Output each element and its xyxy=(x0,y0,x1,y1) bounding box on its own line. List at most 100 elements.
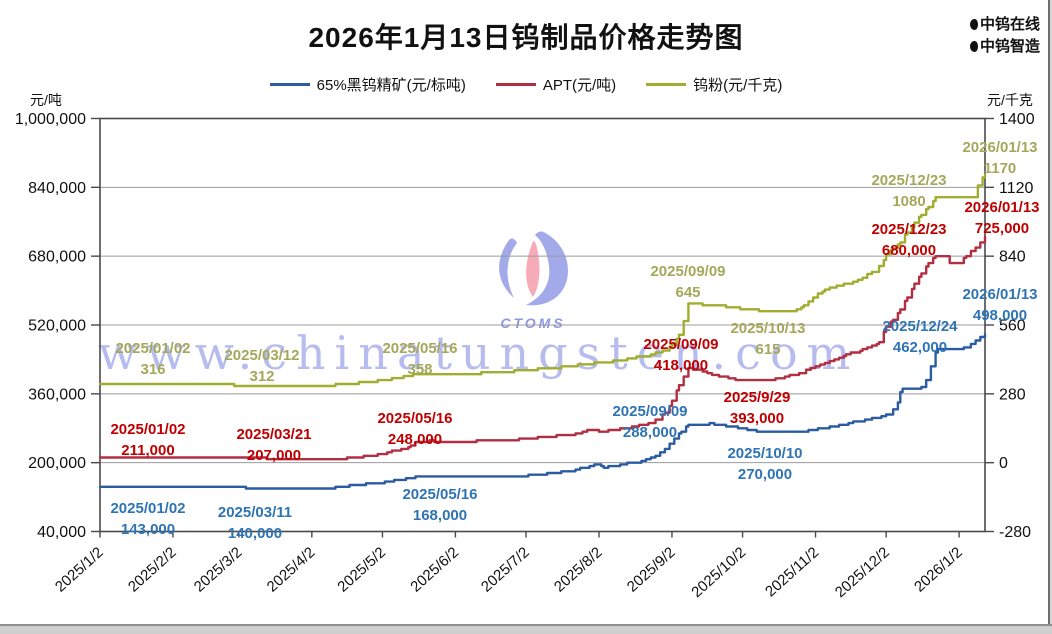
annotation-value: 645 xyxy=(675,284,701,301)
legend-swatch-icon xyxy=(495,83,536,86)
annotation-date: 2025/10/13 xyxy=(730,320,806,337)
left-axis-tick-label: 520,000 xyxy=(28,318,86,335)
annotation-value: 143,000 xyxy=(120,521,176,538)
annotation-2026/01/13: 2026/01/13 498,000 xyxy=(930,284,1052,326)
right-axis-tick-label: 1120 xyxy=(999,180,1034,197)
annotation-date: 2025/09/09 xyxy=(643,336,719,353)
annotation-date: 2025/03/12 xyxy=(224,347,300,364)
annotation-2025/9/29: 2025/9/29 393,000 xyxy=(687,387,827,429)
legend-item-2: 钨粉(元/千克) xyxy=(646,74,782,95)
brand-line-1: 中钨在线 xyxy=(969,14,1040,36)
left-axis-unit-label: 元/吨 xyxy=(30,92,62,108)
x-axis-tick-label: 2025/11/2 xyxy=(762,544,822,601)
annotation-value: 316 xyxy=(140,361,166,378)
left-axis-tick-label: 1,000,000 xyxy=(15,111,86,128)
brand-logo-icon xyxy=(969,41,978,52)
x-axis-tick-label: 2025/1/2 xyxy=(52,544,107,596)
window-bottom-border xyxy=(0,624,1052,626)
right-axis-unit-label: 元/千克 xyxy=(987,92,1033,108)
annotation-date: 2025/01/02 xyxy=(110,500,186,517)
annotation-date: 2026/01/13 xyxy=(962,286,1038,303)
annotation-date: 2025/05/16 xyxy=(402,486,478,503)
annotation-2025/03/11: 2025/03/11 140,000 xyxy=(185,502,325,544)
annotation-date: 2025/01/02 xyxy=(115,340,191,357)
annotation-date: 2025/01/02 xyxy=(110,421,186,438)
annotation-2025/01/02: 2025/01/02 211,000 xyxy=(78,419,218,461)
x-axis-tick-label: 2025/7/2 xyxy=(478,544,533,596)
annotation-value: 498,000 xyxy=(972,307,1028,324)
annotation-2025/01/02: 2025/01/02 143,000 xyxy=(78,498,218,540)
brand-logo-icon xyxy=(969,19,978,30)
annotation-date: 2025/9/29 xyxy=(723,389,791,406)
annotation-date: 2025/09/09 xyxy=(650,263,726,280)
annotation-2026/01/13: 2026/01/13 725,000 xyxy=(932,197,1052,239)
annotation-2025/12/24: 2025/12/24 462,000 xyxy=(850,316,990,358)
x-axis-tick-label: 2025/5/2 xyxy=(334,544,389,596)
legend-label: APT(元/吨) xyxy=(542,77,617,94)
annotation-date: 2025/10/10 xyxy=(727,445,803,462)
annotation-value: 211,000 xyxy=(121,442,175,459)
annotation-value: 288,000 xyxy=(622,424,678,441)
x-axis-tick-label: 2025/2/2 xyxy=(125,544,180,596)
legend-label: 65%黑钨精矿(元/标吨) xyxy=(316,77,466,94)
right-axis-tick-label: 1400 xyxy=(999,111,1035,128)
annotation-value: 358 xyxy=(407,361,433,378)
annotation-value: 168,000 xyxy=(412,507,468,524)
right-axis-tick-label: 0 xyxy=(999,455,1008,472)
legend-swatch-icon xyxy=(646,83,687,86)
legend-label: 钨粉(元/千克) xyxy=(693,77,783,94)
series-line-APT(元/吨) xyxy=(98,235,987,461)
right-axis-tick-label: 280 xyxy=(999,386,1026,403)
annotation-value: 680,000 xyxy=(881,242,937,259)
corner-brand: 中钨在线 中钨智造 xyxy=(969,14,1040,58)
annotation-value: 207,000 xyxy=(246,447,302,464)
series-line-钨粉(元/千克) xyxy=(98,173,987,388)
annotation-2025/12/23: 2025/12/23 1080 xyxy=(839,170,979,212)
left-axis-tick-label: 200,000 xyxy=(28,455,86,472)
annotation-value: 1170 xyxy=(983,160,1017,177)
left-axis-tick-label: 360,000 xyxy=(28,386,86,403)
chart-title: 2026年1月13日钨制品价格走势图 xyxy=(308,22,744,53)
annotation-value: 140,000 xyxy=(227,525,283,542)
annotation-date: 2026/01/13 xyxy=(962,139,1038,156)
annotation-2025/01/02: 2025/01/02 316 xyxy=(83,338,223,380)
annotation-2025/05/16: 2025/05/16 248,000 xyxy=(345,408,485,450)
annotation-date: 2025/12/24 xyxy=(882,318,958,335)
annotation-2025/09/09: 2025/09/09 418,000 xyxy=(611,334,751,376)
annotation-2025/05/16: 2025/05/16 358 xyxy=(350,338,490,380)
left-axis-tick-label: 680,000 xyxy=(28,249,86,266)
annotation-value: 725,000 xyxy=(974,220,1030,237)
legend-item-1: APT(元/吨) xyxy=(495,74,617,95)
x-axis-tick-label: 2025/9/2 xyxy=(624,544,679,596)
annotation-date: 2025/05/16 xyxy=(377,410,453,427)
annotation-2025/12/23: 2025/12/23 680,000 xyxy=(839,219,979,261)
series-line-65%黑钨精矿(元/标吨) xyxy=(98,333,987,490)
annotation-2025/09/09: 2025/09/09 645 xyxy=(618,261,758,303)
x-axis-tick-label: 2025/3/2 xyxy=(191,544,246,596)
brand-text-2: 中钨智造 xyxy=(979,38,1040,55)
annotation-date: 2025/09/09 xyxy=(612,403,688,420)
annotation-2025/03/21: 2025/03/21 207,000 xyxy=(204,424,344,466)
window-right-edge xyxy=(1050,0,1052,634)
x-axis-tick-label: 2025/10/2 xyxy=(688,544,749,601)
annotation-value: 418,000 xyxy=(653,357,709,374)
annotation-value: 615 xyxy=(755,341,781,358)
right-axis-tick-label: 560 xyxy=(999,318,1026,335)
annotation-2025/10/13: 2025/10/13 615 xyxy=(698,318,838,360)
left-axis-tick-label: 40,000 xyxy=(37,524,86,541)
window-bottom-edge xyxy=(0,626,1052,634)
annotation-value: 1080 xyxy=(892,193,926,210)
annotation-2025/03/12: 2025/03/12 312 xyxy=(192,345,332,387)
annotation-date: 2025/03/21 xyxy=(236,426,312,443)
brand-line-2: 中钨智造 xyxy=(969,36,1040,58)
annotation-value: 248,000 xyxy=(387,431,443,448)
annotation-2025/05/16: 2025/05/16 168,000 xyxy=(370,484,510,526)
right-axis-tick-label: 840 xyxy=(999,249,1026,266)
left-axis-tick-label: 840,000 xyxy=(28,180,86,197)
legend-item-0: 65%黑钨精矿(元/标吨) xyxy=(269,74,466,95)
annotation-value: 393,000 xyxy=(729,410,785,427)
annotation-date: 2026/01/13 xyxy=(964,199,1040,216)
annotation-date: 2025/03/11 xyxy=(217,504,293,521)
